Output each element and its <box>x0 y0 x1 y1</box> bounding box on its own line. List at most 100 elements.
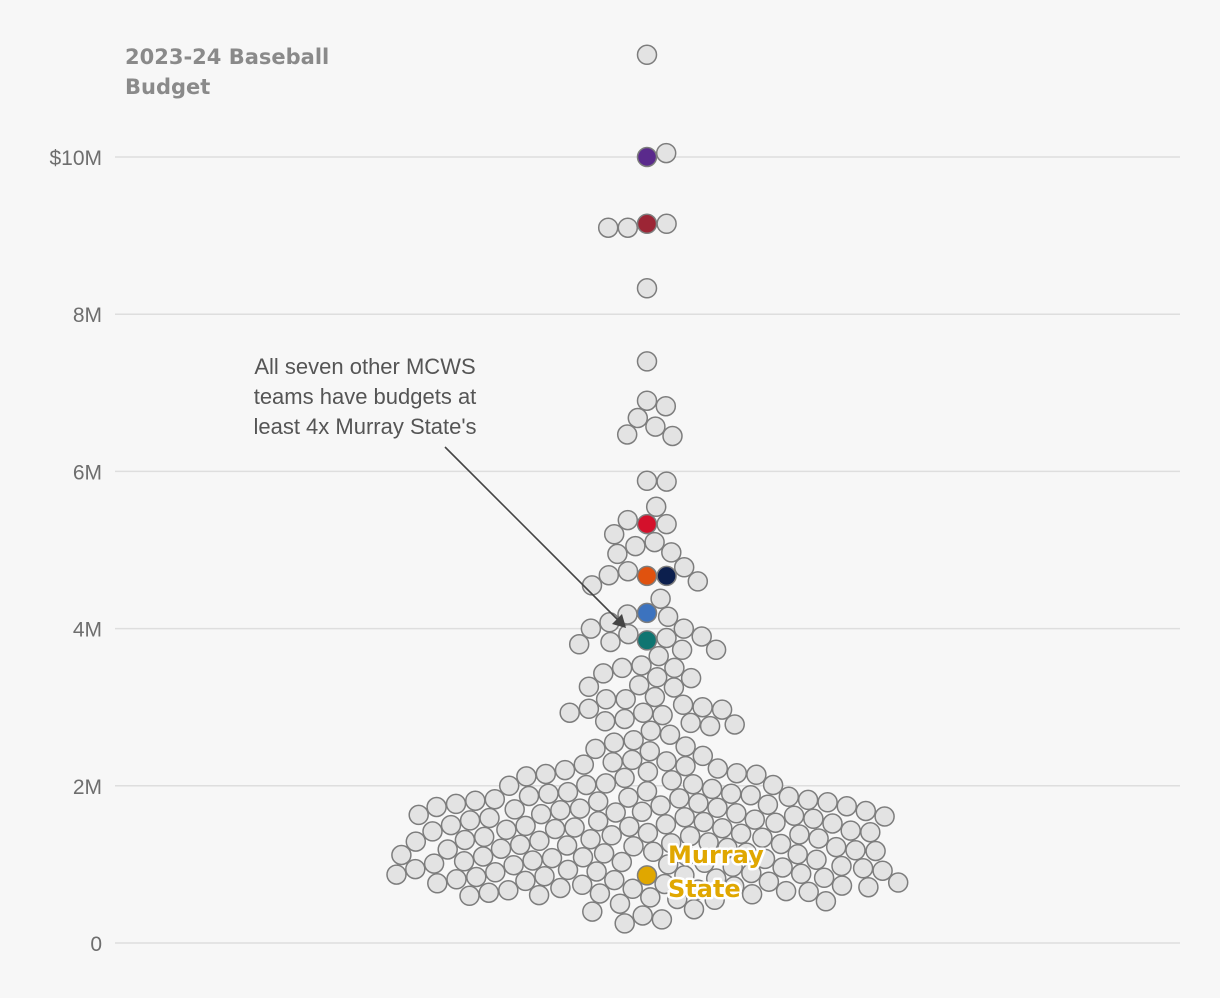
school-dot <box>541 847 563 869</box>
school-dot <box>656 471 677 492</box>
school-dot <box>806 849 827 870</box>
school-dot <box>720 783 742 804</box>
school-dot <box>874 806 895 827</box>
y-tick-label: 8M <box>73 304 102 327</box>
school-dot <box>621 749 643 771</box>
school-dot <box>459 885 480 907</box>
school-dot <box>736 842 757 863</box>
school-dot <box>535 763 557 785</box>
school-dot <box>656 627 677 649</box>
school-dot <box>602 751 623 773</box>
school-dot <box>675 736 696 757</box>
school-dot <box>717 837 738 859</box>
school-dot <box>671 639 693 661</box>
school-dot <box>675 755 696 777</box>
murray-state-label-line-2: State <box>668 875 741 903</box>
chart-title-line-1: 2023-24 Baseball <box>125 45 329 69</box>
school-dot <box>758 871 780 892</box>
school-dot <box>655 395 677 417</box>
school-dot <box>498 880 519 901</box>
school-dot <box>617 560 639 582</box>
school-dot <box>640 720 662 742</box>
school-dot <box>673 557 695 578</box>
school-dot <box>757 794 779 815</box>
school-dot <box>593 663 614 684</box>
school-dot <box>644 686 666 708</box>
school-dot <box>887 872 909 893</box>
school-dot <box>632 905 653 926</box>
school-dot <box>797 789 819 811</box>
school-dot <box>680 667 702 689</box>
school-dot <box>528 884 550 906</box>
school-dot <box>605 802 626 823</box>
school-dot <box>559 702 580 723</box>
mcws-team-dot <box>636 565 658 587</box>
school-dot <box>664 657 685 679</box>
school-dot <box>557 859 579 881</box>
school-dot <box>618 787 639 808</box>
school-dot <box>840 820 861 841</box>
mcws-team-dot <box>656 565 677 587</box>
school-dot <box>598 564 620 586</box>
school-dot <box>639 740 661 762</box>
school-dot <box>614 767 635 789</box>
school-dot <box>831 875 853 896</box>
school-dot <box>564 817 585 838</box>
school-dot <box>825 836 847 858</box>
school-dot <box>803 808 824 830</box>
school-dot <box>636 390 658 411</box>
school-dot <box>496 819 517 841</box>
school-dot <box>705 868 727 889</box>
annotation-arrow-head <box>612 614 626 628</box>
school-dot <box>644 531 665 553</box>
school-dot <box>687 879 709 900</box>
school-dot <box>762 774 784 796</box>
school-dot <box>674 806 695 828</box>
school-dot <box>872 860 893 881</box>
school-dot <box>587 791 609 812</box>
annotation-line-3: least 4x Murray State's <box>253 414 476 439</box>
school-dot <box>741 862 762 884</box>
school-dot <box>787 843 808 865</box>
school-dot <box>423 853 445 874</box>
y-tick-label: 4M <box>73 619 102 642</box>
school-dot <box>581 575 603 596</box>
school-dot <box>569 798 591 819</box>
school-dot <box>746 764 767 786</box>
mcws-team-dot <box>636 146 658 168</box>
murray-state-label-line-1: Murray <box>668 841 764 869</box>
school-dot <box>813 867 835 889</box>
school-dot <box>663 677 685 698</box>
school-dot <box>646 667 668 688</box>
school-dot <box>656 213 677 235</box>
school-dot <box>707 758 729 779</box>
school-dot <box>437 839 458 860</box>
school-dot <box>580 828 601 850</box>
school-dot <box>765 812 786 833</box>
school-dot <box>770 833 792 855</box>
school-dot <box>730 823 752 844</box>
school-dot <box>636 781 658 802</box>
school-dot <box>459 810 481 831</box>
school-dot <box>723 876 745 897</box>
school-dot <box>712 817 733 839</box>
school-dot <box>568 634 590 655</box>
school-dot <box>623 836 644 857</box>
school-dot <box>587 810 609 832</box>
school-dot <box>479 807 500 829</box>
school-dot <box>408 804 429 826</box>
school-dot <box>386 864 407 885</box>
school-dot <box>484 788 506 810</box>
school-dot <box>675 845 697 867</box>
school-dot <box>680 712 701 734</box>
school-dot <box>656 751 677 772</box>
mcws-team-dot <box>636 213 658 235</box>
school-dot <box>815 891 837 912</box>
school-dot <box>504 799 525 820</box>
school-dot <box>707 797 728 819</box>
budget-dots <box>386 44 909 934</box>
school-dot <box>682 773 704 795</box>
school-dot <box>652 704 673 726</box>
mcws-team-dot <box>636 630 658 651</box>
school-dot <box>622 878 643 900</box>
